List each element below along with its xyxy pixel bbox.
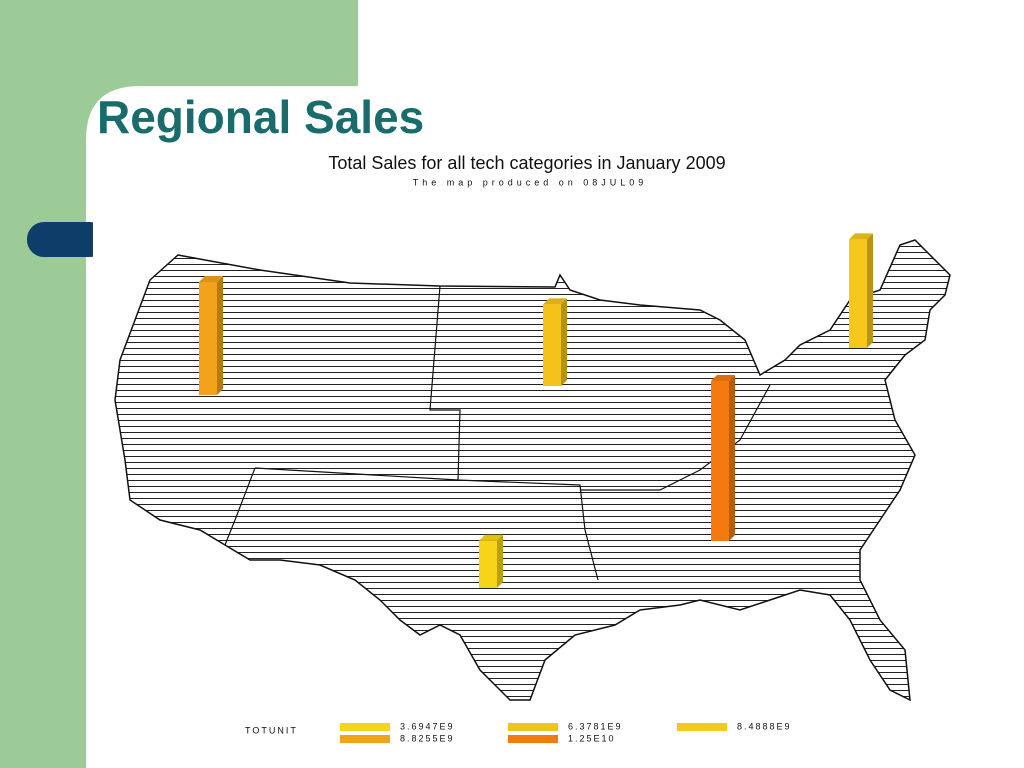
legend-label: 3.6947E9 [400, 721, 455, 731]
legend-title: TOTUNIT [245, 725, 298, 735]
bar-front [479, 540, 497, 588]
bar-front [849, 239, 867, 348]
region-border [254, 467, 459, 481]
legend-swatch [677, 723, 727, 731]
bar-side [867, 233, 873, 348]
bar-front [543, 304, 561, 386]
legend-swatch [508, 735, 558, 743]
legend-label: 6.3781E9 [568, 721, 623, 731]
bar-side [729, 375, 735, 541]
bar-top [543, 298, 567, 305]
bar-front [711, 381, 729, 541]
corner [86, 86, 140, 140]
bar-side [561, 298, 567, 386]
region-border [580, 384, 771, 491]
outline [114, 239, 951, 702]
bar [849, 233, 873, 348]
legend-label: 8.8255E9 [400, 733, 455, 743]
legend-swatch [508, 723, 558, 731]
legend-swatch [340, 723, 390, 731]
us-map [114, 239, 951, 702]
slide-title: Regional Sales [97, 91, 424, 143]
legend-label: 8.4888E9 [737, 721, 792, 731]
bar-top [479, 534, 503, 541]
bar-top [199, 276, 223, 283]
bar-side [497, 534, 503, 588]
region-border [224, 467, 256, 546]
bar [199, 276, 223, 395]
legend-swatch [340, 735, 390, 743]
pill-mask [93, 222, 113, 257]
pill [27, 222, 107, 257]
bar-side [217, 276, 223, 395]
bar [543, 298, 567, 386]
legend-label: 1.25E10 [568, 733, 616, 743]
bar [479, 534, 503, 588]
map-title: Total Sales for all tech categories in J… [328, 153, 725, 173]
map-subtitle: The map produced on 08JUL09 [413, 177, 648, 187]
bar [711, 375, 735, 541]
bar-top [849, 233, 873, 240]
green-band [0, 0, 86, 768]
bar-top [711, 375, 735, 381]
bar-front [199, 282, 217, 395]
